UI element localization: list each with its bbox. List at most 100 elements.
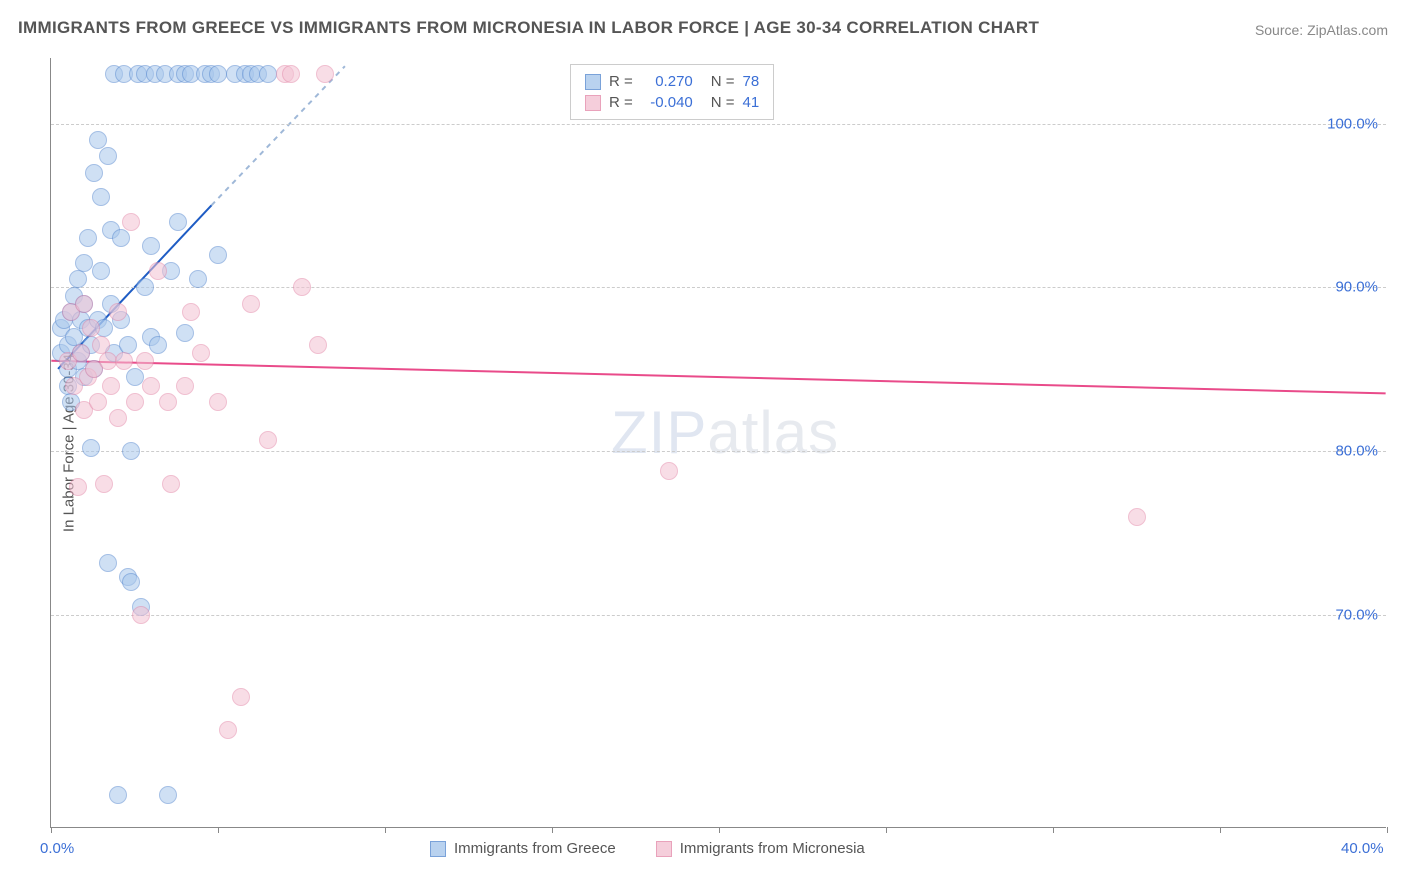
- data-point: [95, 475, 113, 493]
- y-tick-label: 90.0%: [1335, 279, 1378, 296]
- legend-n-label: N =: [711, 94, 735, 111]
- data-point: [122, 442, 140, 460]
- data-point: [159, 393, 177, 411]
- legend-r-label: R =: [609, 73, 633, 90]
- watermark-thin: atlas: [707, 399, 839, 466]
- data-point: [85, 164, 103, 182]
- x-tick: [719, 827, 720, 833]
- x-tick: [218, 827, 219, 833]
- series-name: Immigrants from Greece: [454, 840, 616, 857]
- data-point: [282, 65, 300, 83]
- source-attribution: Source: ZipAtlas.com: [1255, 22, 1388, 38]
- data-point: [89, 131, 107, 149]
- data-point: [209, 65, 227, 83]
- data-point: [92, 188, 110, 206]
- data-point: [219, 721, 237, 739]
- data-point: [259, 431, 277, 449]
- x-tick: [1053, 827, 1054, 833]
- data-point: [132, 606, 150, 624]
- data-point: [99, 352, 117, 370]
- watermark: ZIPatlas: [611, 398, 839, 467]
- data-point: [69, 270, 87, 288]
- watermark-bold: ZIP: [611, 399, 707, 466]
- legend-row: R = -0.040 N = 41: [585, 92, 759, 113]
- data-point: [102, 377, 120, 395]
- x-tick: [385, 827, 386, 833]
- legend-swatch: [585, 95, 601, 111]
- data-point: [176, 377, 194, 395]
- data-point: [79, 229, 97, 247]
- legend-r-value: 0.270: [641, 73, 693, 90]
- data-point: [159, 786, 177, 804]
- data-point: [209, 393, 227, 411]
- data-point: [72, 344, 90, 362]
- gridline: [51, 124, 1386, 125]
- trend-line: [51, 361, 1385, 394]
- data-point: [660, 462, 678, 480]
- y-tick-label: 80.0%: [1335, 443, 1378, 460]
- chart-title: IMMIGRANTS FROM GREECE VS IMMIGRANTS FRO…: [18, 18, 1039, 38]
- data-point: [126, 368, 144, 386]
- data-point: [122, 573, 140, 591]
- legend-row: R = 0.270 N = 78: [585, 71, 759, 92]
- data-point: [1128, 508, 1146, 526]
- data-point: [109, 409, 127, 427]
- legend-swatch: [430, 841, 446, 857]
- data-point: [182, 303, 200, 321]
- y-tick-label: 100.0%: [1327, 115, 1378, 132]
- legend-swatch: [656, 841, 672, 857]
- correlation-legend: R = 0.270 N = 78 R = -0.040 N = 41: [570, 64, 774, 120]
- legend-swatch: [585, 74, 601, 90]
- legend-n-value: 78: [743, 73, 760, 90]
- legend-r-label: R =: [609, 94, 633, 111]
- plot-area: ZIPatlas In Labor Force | Age 30-34 70.0…: [50, 58, 1386, 828]
- data-point: [142, 377, 160, 395]
- data-point: [82, 439, 100, 457]
- series-legend: Immigrants from Greece Immigrants from Mi…: [430, 840, 865, 857]
- trend-layer: [51, 58, 1386, 827]
- x-tick: [1387, 827, 1388, 833]
- data-point: [92, 336, 110, 354]
- data-point: [136, 278, 154, 296]
- gridline: [51, 615, 1386, 616]
- data-point: [82, 319, 100, 337]
- x-tick: [1220, 827, 1221, 833]
- data-point: [92, 262, 110, 280]
- data-point: [75, 295, 93, 313]
- data-point: [189, 270, 207, 288]
- data-point: [89, 393, 107, 411]
- series-legend-item: Immigrants from Greece: [430, 840, 616, 857]
- series-name: Immigrants from Micronesia: [680, 840, 865, 857]
- legend-n-value: 41: [743, 94, 760, 111]
- data-point: [122, 213, 140, 231]
- gridline: [51, 451, 1386, 452]
- data-point: [109, 786, 127, 804]
- trend-line: [211, 66, 344, 205]
- legend-r-value: -0.040: [641, 94, 693, 111]
- data-point: [126, 393, 144, 411]
- data-point: [149, 336, 167, 354]
- data-point: [169, 213, 187, 231]
- data-point: [309, 336, 327, 354]
- data-point: [112, 229, 130, 247]
- data-point: [293, 278, 311, 296]
- data-point: [232, 688, 250, 706]
- data-point: [259, 65, 277, 83]
- data-point: [142, 237, 160, 255]
- data-point: [176, 324, 194, 342]
- gridline: [51, 287, 1386, 288]
- data-point: [242, 295, 260, 313]
- y-tick-label: 70.0%: [1335, 607, 1378, 624]
- x-tick: [51, 827, 52, 833]
- data-point: [115, 352, 133, 370]
- x-tick: [886, 827, 887, 833]
- legend-n-label: N =: [711, 73, 735, 90]
- data-point: [75, 254, 93, 272]
- data-point: [149, 262, 167, 280]
- data-point: [316, 65, 334, 83]
- data-point: [99, 554, 117, 572]
- series-legend-item: Immigrants from Micronesia: [656, 840, 865, 857]
- data-point: [119, 336, 137, 354]
- data-point: [136, 352, 154, 370]
- data-point: [69, 478, 87, 496]
